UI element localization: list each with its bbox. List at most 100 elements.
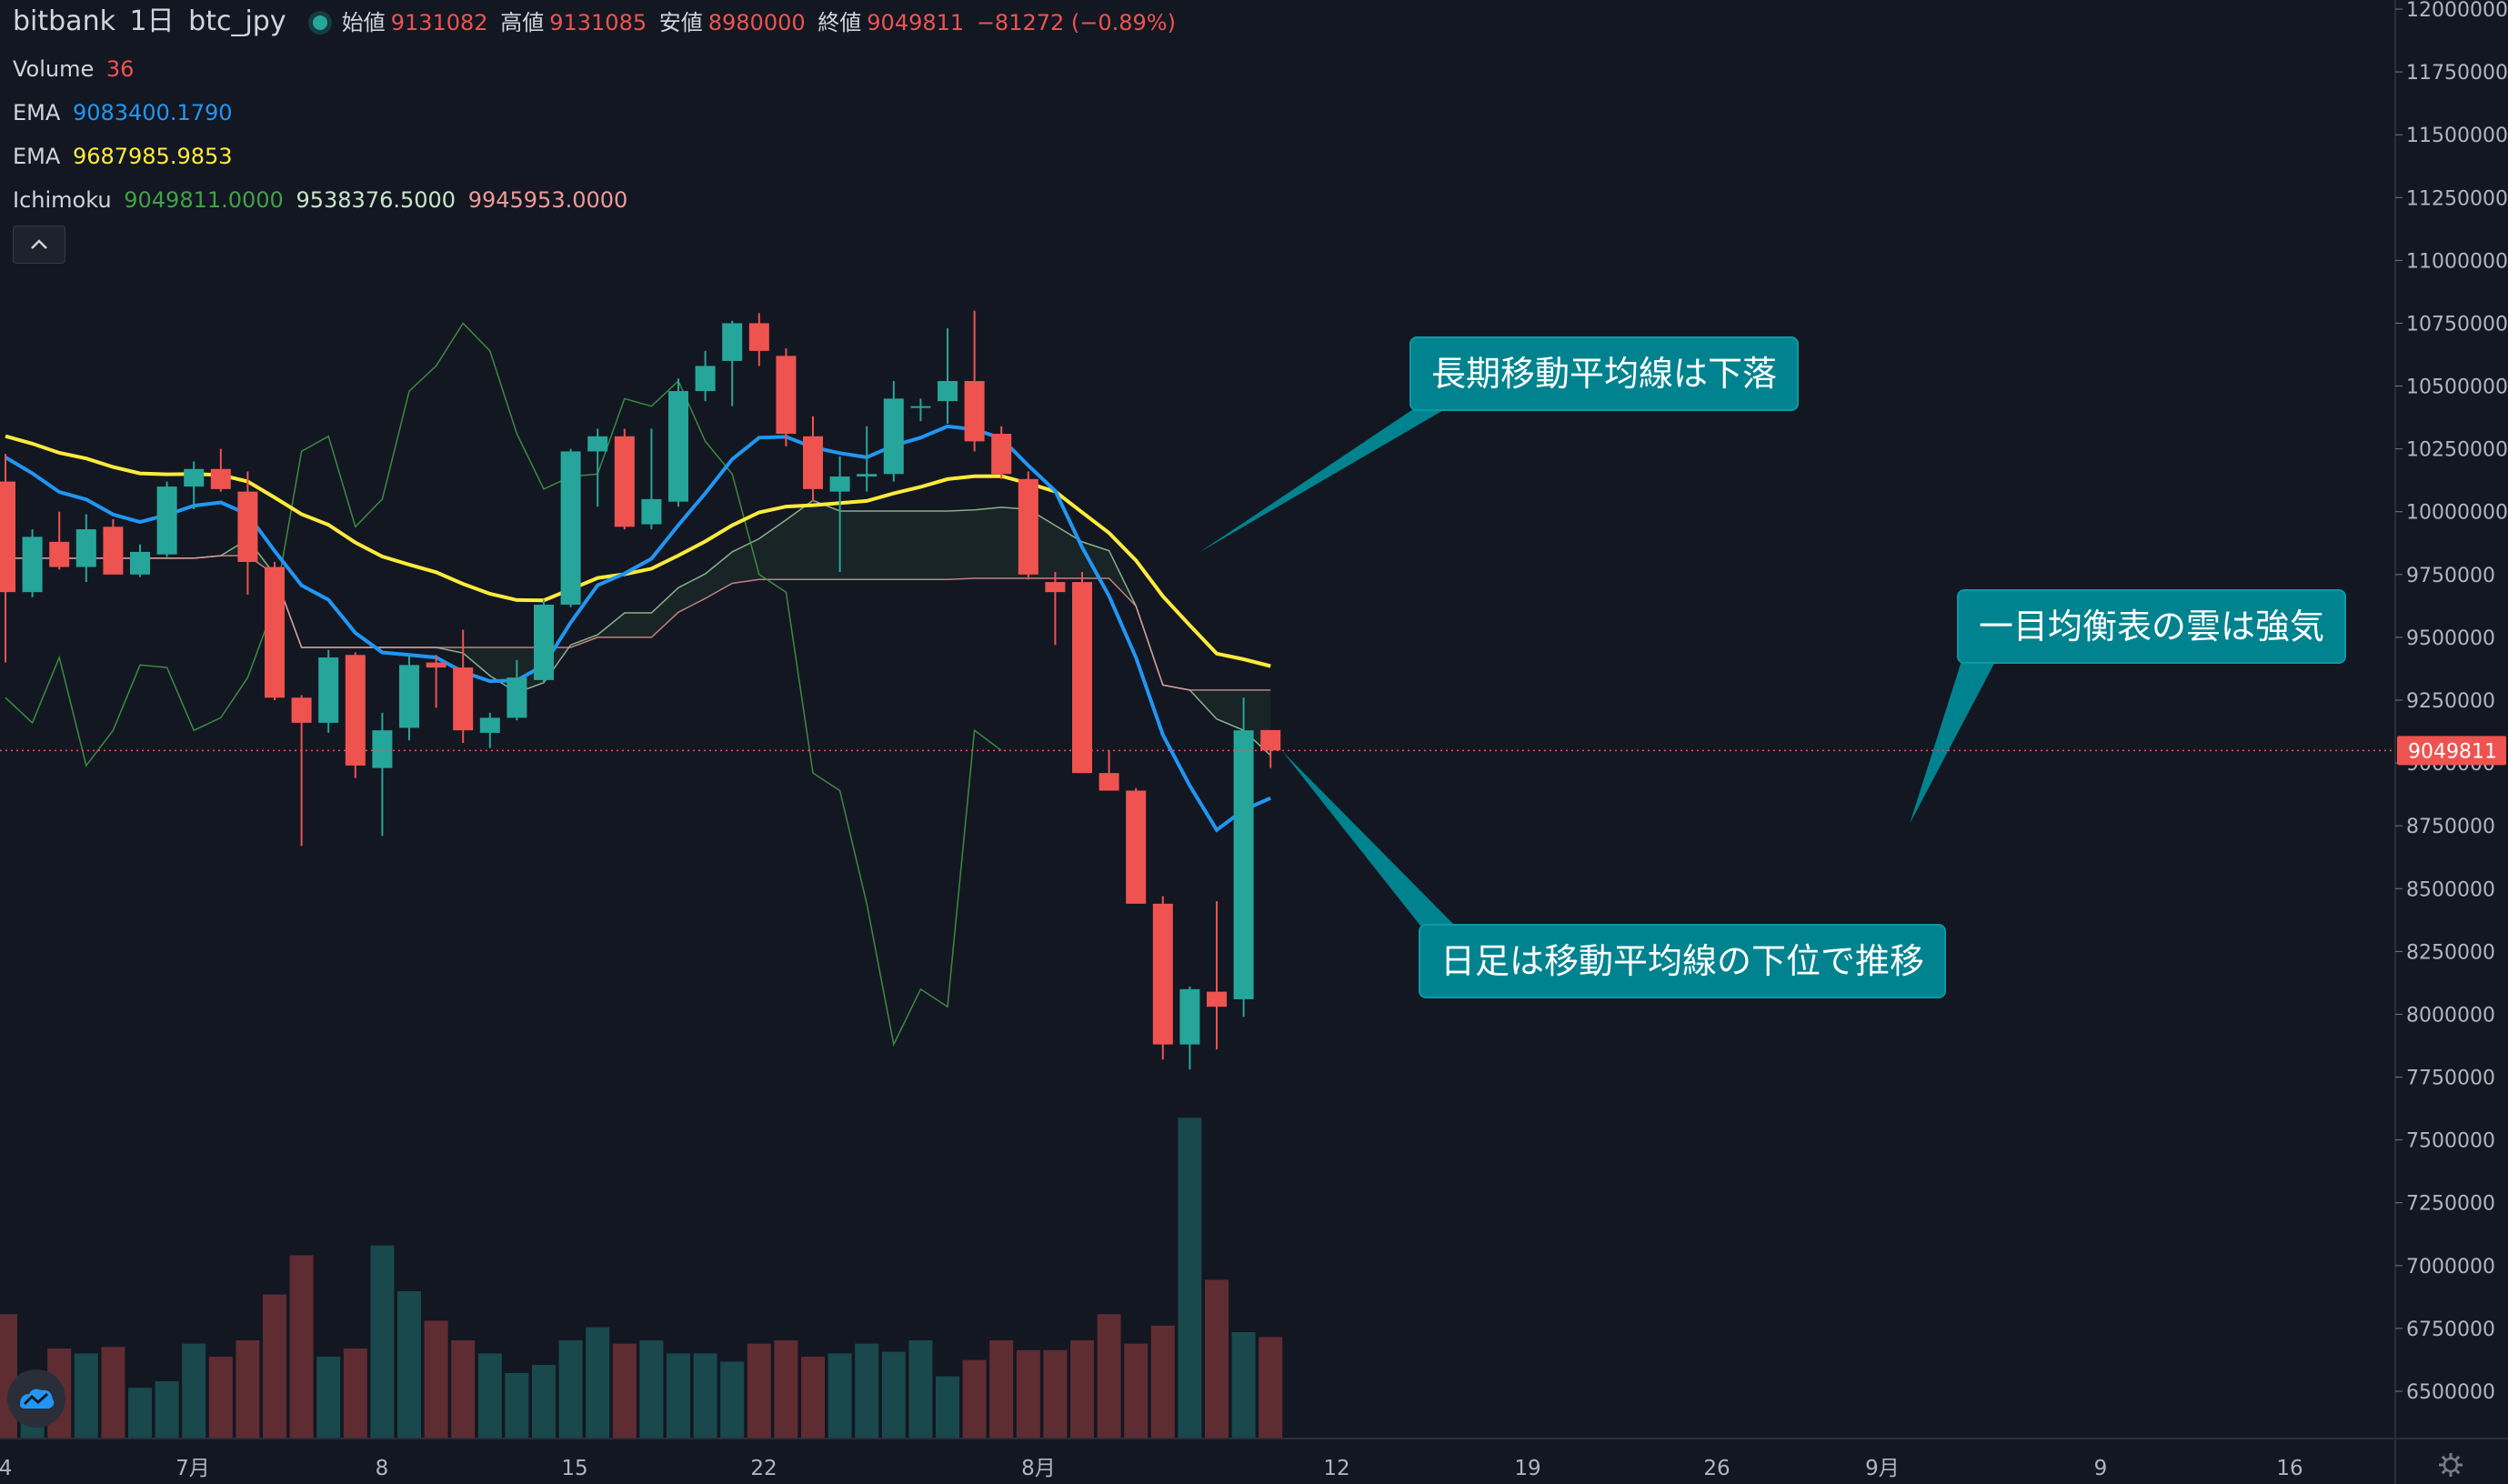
volume-bar (343, 1349, 367, 1439)
candle-body (614, 436, 635, 527)
volume-bar (558, 1340, 583, 1439)
volume-bar (424, 1320, 448, 1439)
volume-bar (1097, 1314, 1121, 1439)
volume-bar (505, 1373, 529, 1439)
volume-bar (801, 1357, 825, 1439)
candle-body (265, 567, 285, 698)
pointer-cloud-bullish (1910, 658, 1997, 824)
x-tick-label: 12 (1323, 1457, 1349, 1480)
candle-body (1045, 582, 1066, 593)
volume-bar (289, 1255, 314, 1439)
ema-fast-line (4, 424, 1272, 833)
volume-bars (0, 1118, 1283, 1439)
volume-bar (586, 1327, 610, 1439)
ichimoku-cloud (5, 499, 1271, 757)
volume-bar (1259, 1337, 1283, 1439)
y-tick-label: 9750000 (2406, 565, 2495, 587)
volume-bar (370, 1245, 395, 1439)
candle-body (534, 604, 554, 680)
volume-legend[interactable]: Volume 36 (13, 56, 139, 82)
cloud-fill (5, 500, 1271, 756)
candle-body (75, 529, 96, 567)
x-tick-label: 9 (2094, 1457, 2108, 1480)
y-tick-label: 9250000 (2406, 690, 2495, 713)
candle-body (748, 323, 769, 351)
x-tick-label: 22 (750, 1457, 777, 1480)
volume-bar (128, 1388, 152, 1439)
ohlc-values: 始値 9131082 高値 9131085 安値 8980000 終値 9049811 … (342, 10, 1181, 35)
price-change: −81272 (−0.89%) (976, 10, 1176, 35)
indicator-name: EMA (13, 100, 61, 125)
y-tick-label: 7750000 (2406, 1068, 2495, 1090)
y-tick-label: 12000000 (2406, 0, 2508, 22)
settings-gear-icon[interactable] (2437, 1451, 2464, 1479)
indicator-name: EMA (13, 144, 61, 169)
volume-bar (1205, 1279, 1229, 1439)
tradingview-logo[interactable] (7, 1369, 65, 1428)
candle-body (453, 667, 474, 731)
ema-fast-legend[interactable]: EMA 9083400.1790 (13, 100, 238, 125)
candle-body (938, 381, 958, 402)
last-price-tag (2397, 736, 2506, 766)
volume-bar (1070, 1340, 1094, 1439)
x-tick-label: 26 (1703, 1457, 1730, 1480)
last-price-label: 9049811 (2408, 740, 2497, 763)
indicator-name: Volume (13, 56, 95, 82)
callout-pointers (1199, 406, 1997, 926)
volume-bar (1043, 1349, 1068, 1439)
open-value: 9131082 (390, 10, 488, 35)
candle-body (1018, 478, 1038, 575)
indicator-value: 9687985.9853 (72, 144, 233, 169)
candle-body (399, 665, 419, 728)
volume-bar (747, 1343, 771, 1439)
candle-body (722, 323, 743, 361)
volume-bar (1016, 1349, 1040, 1439)
volume-bar (855, 1343, 879, 1439)
annotation-cloud-bullish[interactable]: 一目均衡表の雲は強気 (1957, 589, 2347, 664)
time-axis: 4 7月 8 15 22 8月 12 19 26 9月 9 16 (0, 1438, 2508, 1480)
volume-bar (1124, 1343, 1149, 1439)
candle-body (22, 536, 43, 593)
indicator-name: Ichimoku (13, 187, 112, 213)
candle-body (1152, 903, 1173, 1045)
pointer-ma-falling (1199, 406, 1451, 553)
symbol-header[interactable]: bitbank 1日 btc_jpy 始値 9131082 高値 9131085 安… (13, 8, 1187, 36)
indicator-value: 9538376.5000 (296, 187, 456, 213)
volume-bar (397, 1291, 421, 1439)
x-tick-label: 7月 (176, 1457, 210, 1480)
volume-bar (989, 1340, 1014, 1439)
chikou-span (5, 322, 1002, 1047)
logo-icon (20, 1389, 55, 1409)
candle-body (0, 481, 15, 593)
indicator-value: 9049811.0000 (124, 187, 284, 213)
candle-body (103, 526, 124, 575)
volume-bar (828, 1353, 852, 1439)
chevron-up-icon (31, 239, 47, 249)
annotation-ma-falling[interactable]: 長期移動平均線は下落 (1409, 336, 1800, 411)
volume-bar (208, 1357, 233, 1439)
candle-body (49, 541, 70, 567)
y-tick-label: 11500000 (2406, 125, 2508, 147)
candle-body (1233, 730, 1254, 999)
candle-body (1072, 582, 1092, 774)
y-tick-label: 8250000 (2406, 941, 2495, 964)
interval-label[interactable]: 1日 (129, 5, 175, 37)
low-label: 安値 (658, 10, 703, 35)
collapse-legend-button[interactable] (13, 226, 65, 264)
y-tick-label: 10500000 (2406, 376, 2508, 399)
indicator-value: 9083400.1790 (72, 100, 233, 125)
volume-bar (532, 1365, 556, 1439)
x-tick-label: 9月 (1865, 1457, 1900, 1480)
candle-body (964, 381, 985, 442)
annotation-below-ma[interactable]: 日足は移動平均線の下位で推移 (1419, 924, 1947, 998)
candle-body (668, 391, 688, 502)
ema-slow-legend[interactable]: EMA 9687985.9853 (13, 144, 238, 169)
y-tick-label: 7500000 (2406, 1130, 2495, 1153)
ichimoku-legend[interactable]: Ichimoku 9049811.0000 9538376.5000 99459… (13, 187, 633, 213)
volume-bar (1231, 1332, 1256, 1439)
x-tick-label: 8 (376, 1457, 389, 1480)
y-tick-label: 8750000 (2406, 816, 2495, 838)
high-label: 高値 (500, 10, 545, 35)
volume-bar (74, 1353, 98, 1439)
